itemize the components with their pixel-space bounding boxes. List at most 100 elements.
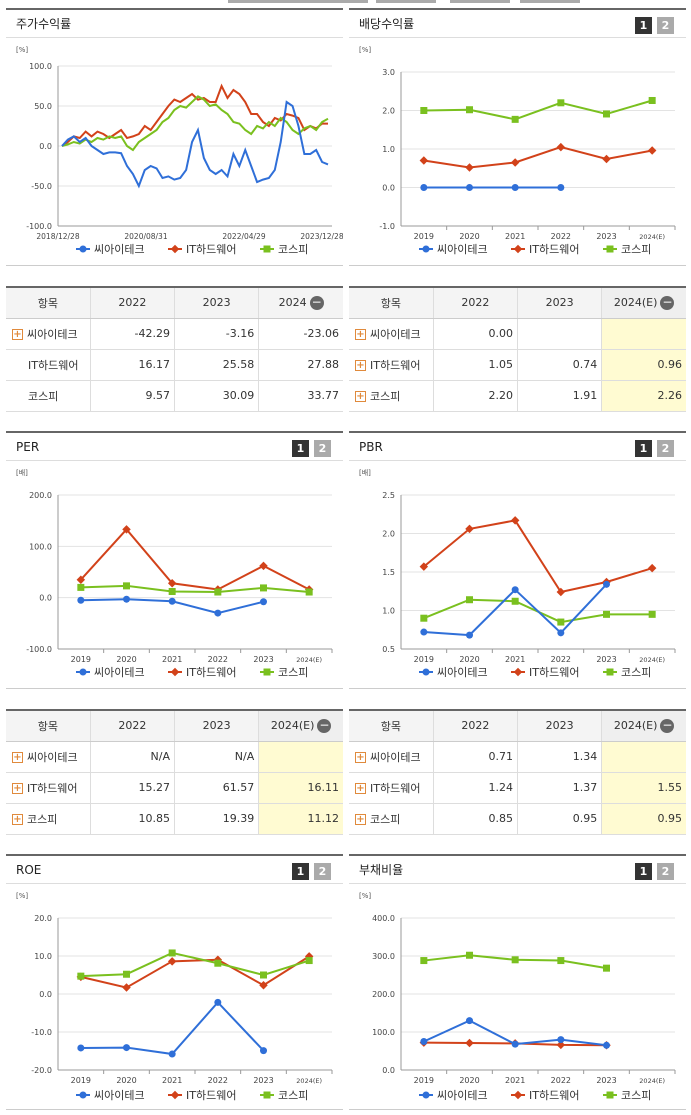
table-cell <box>601 741 686 773</box>
table-cell: 1.91 <box>516 380 602 412</box>
expand-icon[interactable]: + <box>355 329 366 340</box>
x-tick-label: 2020 <box>459 655 479 664</box>
legend-label: IT하드웨어 <box>529 242 579 256</box>
table-cell: -42.29 <box>89 318 175 350</box>
table-cell: 0.74 <box>516 349 602 381</box>
expand-icon[interactable]: + <box>12 783 23 794</box>
page-2-button[interactable]: 2 <box>657 440 674 457</box>
point-sai <box>557 1036 565 1044</box>
collapse-icon[interactable]: − <box>660 294 675 310</box>
page-2-button[interactable]: 2 <box>657 863 674 880</box>
x-tick-label: 2021 <box>162 655 182 664</box>
legend-label: 씨아이테크 <box>94 243 145 256</box>
x-tick-label: 2024(E) <box>639 656 665 664</box>
x-tick-label: 2020 <box>116 655 136 664</box>
top-edge-bar <box>376 0 436 3</box>
per-table: 항목 2022 2023 2024(E) − + 씨아이테크 N/A N/A + IT하드웨어 15.… <box>6 709 343 835</box>
row-name: IT하드웨어 <box>28 358 79 372</box>
row-name: IT하드웨어 <box>370 358 421 372</box>
point-sai <box>168 597 176 605</box>
panel-title: PER <box>16 439 40 454</box>
dividend-table: 항목 2022 2023 2024(E) − + 씨아이테크 0.00 + IT하드웨어 1.05 0… <box>349 286 686 412</box>
legend-label: 씨아이테크 <box>437 243 488 256</box>
row-name: 코스피 <box>27 812 58 826</box>
point-kospi <box>77 972 85 980</box>
page-1-button[interactable]: 1 <box>292 440 309 457</box>
row-label: + IT하드웨어 <box>349 349 434 381</box>
point-kospi <box>603 964 610 972</box>
point-kospi <box>557 618 565 626</box>
page-1-button[interactable]: 1 <box>635 440 652 457</box>
collapse-icon[interactable]: − <box>309 294 324 310</box>
panel-title: 부채비율 <box>359 863 404 877</box>
table-cell: 27.88 <box>258 349 343 381</box>
page-2-button[interactable]: 2 <box>314 440 331 457</box>
table-row: + IT하드웨어 1.05 0.74 0.96 <box>349 349 686 381</box>
table-cell: 16.11 <box>258 772 343 804</box>
expand-icon[interactable]: + <box>12 752 23 763</box>
page-1-button[interactable]: 1 <box>635 17 652 34</box>
point-sai <box>557 184 565 191</box>
table-row: 코스피 9.57 30.09 33.77 <box>6 380 343 412</box>
point-kospi <box>603 610 610 618</box>
expand-icon[interactable]: + <box>355 391 366 402</box>
expand-icon[interactable]: + <box>355 814 366 825</box>
point-kospi <box>77 583 85 591</box>
row-name: 씨아이테크 <box>370 750 421 764</box>
page-2-button[interactable]: 2 <box>657 17 674 34</box>
column-header: 2022 <box>432 287 518 319</box>
page-2-button[interactable]: 2 <box>314 863 331 880</box>
table-row: + 코스피 0.85 0.95 0.95 <box>349 803 686 835</box>
table-row: + 씨아이테크 N/A N/A <box>6 741 343 773</box>
table-cell: 1.55 <box>601 772 686 804</box>
table-cell: 0.85 <box>432 803 518 835</box>
y-tick-label: 2.0 <box>382 107 395 116</box>
expand-icon[interactable]: + <box>355 752 366 763</box>
header-label: 2024(E) <box>613 295 658 309</box>
point-kospi <box>511 115 519 123</box>
y-tick-label: -1.0 <box>379 222 395 231</box>
point-kospi <box>168 949 176 957</box>
page-1-button[interactable]: 1 <box>292 863 309 880</box>
x-tick-label: 2024(E) <box>639 233 665 241</box>
y-tick-label: 3.0 <box>382 68 395 77</box>
x-tick-label: 2024(E) <box>639 1077 665 1085</box>
table-cell: 0.95 <box>601 803 686 835</box>
expand-icon[interactable]: + <box>355 783 366 794</box>
legend-marker <box>513 244 523 254</box>
point-sai <box>603 580 610 588</box>
point-it <box>167 957 177 966</box>
table-row: + IT하드웨어 1.24 1.37 1.55 <box>349 772 686 804</box>
series-line-it <box>423 519 653 594</box>
collapse-icon[interactable]: − <box>317 717 332 733</box>
point-kospi <box>260 971 267 979</box>
y-tick-label: 0.0 <box>382 1066 395 1075</box>
point-it <box>76 575 86 584</box>
y-tick-label: 100.0 <box>29 542 52 551</box>
table-cell: 33.77 <box>258 380 343 412</box>
unit-label: [%] <box>359 46 371 54</box>
y-tick-label: 0.0 <box>39 990 52 999</box>
point-sai <box>168 1050 176 1058</box>
table-row: + 코스피 2.20 1.91 2.26 <box>349 380 686 412</box>
y-tick-label: 100.0 <box>29 62 52 71</box>
x-tick-label: 2019 <box>414 1076 434 1085</box>
point-kospi <box>123 970 130 978</box>
table-cell <box>516 318 602 350</box>
x-tick-label: 2021 <box>505 232 525 241</box>
point-kospi <box>305 957 313 965</box>
expand-icon[interactable]: + <box>355 360 366 371</box>
expand-icon[interactable]: + <box>12 814 23 825</box>
point-kospi <box>305 588 313 596</box>
collapse-icon[interactable]: − <box>660 717 675 733</box>
expand-icon[interactable]: + <box>12 329 23 340</box>
header-label: 2023 <box>545 719 574 733</box>
page-1-button[interactable]: 1 <box>635 863 652 880</box>
legend-label: 씨아이테크 <box>94 666 145 679</box>
